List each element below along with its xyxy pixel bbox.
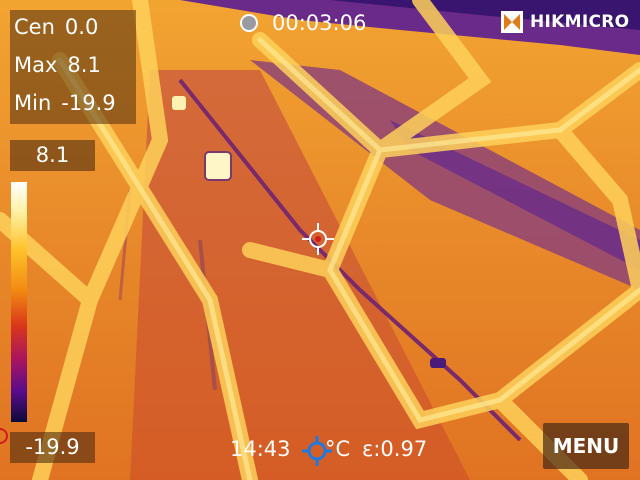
max-temp-label: Max: [14, 53, 58, 77]
min-temp-row: Min -19.9: [14, 90, 116, 116]
min-temp-label: Min: [14, 91, 52, 115]
center-temp-label: Cen: [14, 15, 55, 39]
temperature-unit: °C: [325, 437, 351, 461]
brand-name: HIKMICRO: [530, 12, 630, 32]
temperature-target-icon: [302, 436, 332, 466]
max-temp-value: 8.1: [67, 53, 101, 77]
menu-button[interactable]: MENU: [543, 423, 629, 469]
center-temp-row: Cen 0.0: [14, 14, 98, 40]
palette-high-value: 8.1: [10, 140, 95, 171]
clock-time: 14:43: [230, 437, 291, 461]
emissivity-value: ε:0.97: [362, 437, 428, 461]
recording-time: 00:03:06: [272, 11, 367, 35]
min-temp-value: -19.9: [61, 91, 116, 115]
max-temp-row: Max 8.1: [14, 52, 101, 78]
temperature-stats-panel: Cen 0.0 Max 8.1 Min -19.9: [10, 10, 136, 124]
record-indicator-icon: [240, 14, 258, 32]
center-temp-value: 0.0: [64, 15, 99, 39]
brand-logo: HIKMICRO: [500, 10, 629, 34]
palette-low-value: -19.9: [10, 432, 95, 463]
hikmicro-logo-icon: [501, 11, 523, 33]
palette-bar: [11, 182, 27, 422]
center-crosshair-icon: [302, 223, 334, 255]
